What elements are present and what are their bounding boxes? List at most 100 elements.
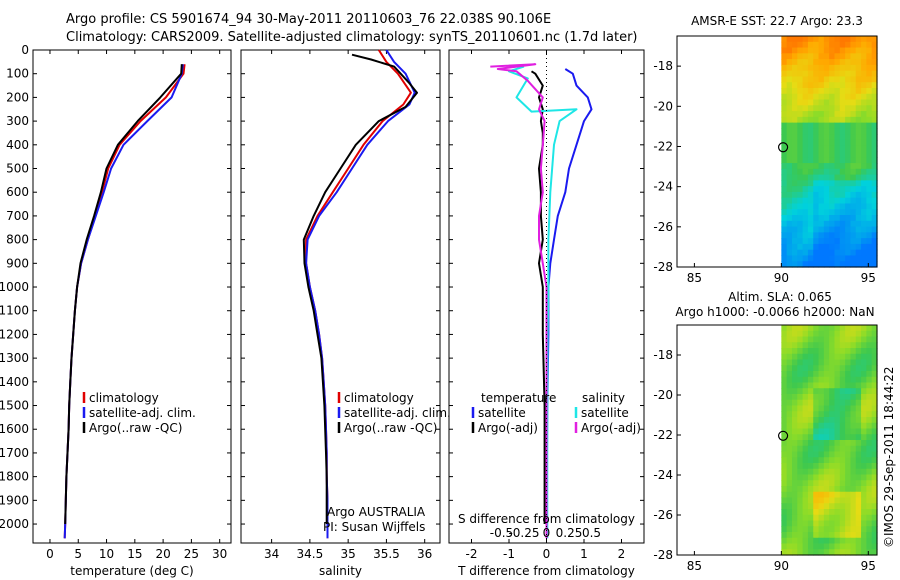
sla_map-xtick-label: 90 — [774, 559, 789, 573]
sla_map-cell — [845, 463, 852, 470]
sst_map-cell — [781, 76, 788, 83]
sst_map-cell — [871, 53, 878, 60]
sst_map-cell — [802, 163, 809, 170]
sla_map-cell — [871, 514, 878, 522]
sst_map-cell — [850, 232, 857, 239]
sla_map-cell — [866, 330, 873, 338]
sla_map-cell — [834, 486, 841, 493]
sst_map-cell — [861, 215, 867, 222]
sla_map-cell — [813, 537, 820, 545]
sst_map-cell — [855, 139, 862, 147]
sst_map-cell — [813, 93, 820, 101]
sla_map-cell — [786, 497, 793, 504]
sla_map-cell — [807, 376, 814, 384]
sla_map-cell — [781, 399, 788, 407]
sst_map-cell — [807, 99, 814, 106]
sst_map-cell — [823, 145, 830, 153]
sla_map-cell — [781, 405, 788, 412]
sst_map-cell — [813, 47, 820, 54]
sla_map-cell — [839, 365, 846, 372]
sla_map-cell — [797, 376, 804, 384]
sst_map-cell — [813, 116, 820, 124]
sla_map-cell — [823, 359, 830, 366]
sst_map-cell — [797, 41, 804, 49]
sla_map-cell — [786, 399, 793, 407]
sst_map-cell — [871, 36, 878, 43]
sla_map-cell — [834, 336, 841, 343]
sst_map-cell — [797, 145, 804, 153]
sla_map-cell — [866, 526, 873, 533]
sla_map-cell — [834, 411, 841, 418]
sla_map-cell — [807, 491, 814, 499]
sst_map-cell — [781, 47, 788, 54]
sla_map-cell — [818, 486, 825, 493]
sst_map-cell — [823, 174, 830, 181]
sst_map-cell — [834, 255, 841, 262]
sst_map-cell — [818, 151, 825, 158]
sla_map-cell — [823, 371, 830, 378]
sla_map-cell — [802, 388, 809, 395]
sst_map-cell — [845, 64, 852, 72]
sla_map-cell — [781, 509, 788, 516]
sla_map-cell — [850, 394, 857, 401]
sst_map-cell — [807, 76, 814, 83]
sst_map-cell — [829, 191, 836, 199]
sla_map-cell — [855, 520, 862, 527]
sla_map-cell — [791, 342, 798, 349]
sla_map-cell — [818, 353, 825, 361]
sla_map-cell — [823, 330, 830, 338]
sst_map-cell — [839, 87, 846, 95]
sst_map-cell — [850, 157, 857, 164]
sst_map-cell — [839, 226, 846, 233]
sla_map-cell — [791, 422, 798, 430]
sst_map-cell — [855, 215, 862, 222]
sla_map-cell — [818, 463, 825, 470]
sst_map-cell — [839, 249, 846, 257]
sla_map-cell — [866, 445, 873, 453]
sla_map-cell — [781, 330, 788, 338]
sst_map-cell — [866, 64, 873, 72]
sst_map-cell — [834, 174, 841, 181]
sla_map-cell — [823, 514, 830, 522]
sst_map-cell — [813, 36, 820, 43]
sst_map-cell — [845, 47, 852, 54]
sst_map-cell — [839, 59, 846, 66]
sst_map-cell — [871, 203, 878, 210]
sla_map-cell — [818, 399, 825, 407]
sst_map-cell — [839, 255, 846, 262]
sst_map-cell — [845, 116, 852, 124]
sst_map-cell — [845, 139, 852, 147]
sst_map-cell — [797, 59, 804, 66]
sla_map-cell — [866, 537, 873, 545]
temperature-ytick-label: 700 — [6, 209, 29, 223]
sst_map-cell — [850, 59, 857, 66]
sst_map-cell — [807, 243, 814, 251]
sst_map-cell — [797, 128, 804, 135]
sla_map-cell — [861, 520, 867, 527]
sla_map-cell — [807, 468, 814, 476]
sst_map-cell — [871, 243, 878, 251]
sla_map-cell — [823, 336, 830, 343]
sla_map-cell — [845, 543, 852, 550]
sst_map-cell — [818, 59, 825, 66]
sla_map-cell — [845, 503, 852, 510]
sst_map-cell — [797, 76, 804, 83]
sla_map-cell — [786, 348, 793, 355]
temperature-ytick-label: 1200 — [0, 327, 29, 341]
sla_map-cell — [829, 428, 836, 435]
sst_map-cell — [791, 105, 798, 112]
sla_map-cell — [850, 474, 857, 481]
sst_map-cell — [802, 174, 809, 181]
sst_map-cell — [829, 82, 836, 89]
temperature-ytick-label: 2000 — [0, 517, 29, 531]
sst_map-cell — [861, 203, 867, 210]
sst_map-cell — [791, 157, 798, 164]
sst_map-cell — [871, 134, 878, 141]
sst_map-cell — [797, 70, 804, 78]
sla_map-cell — [781, 503, 788, 510]
sla_map-cell — [834, 330, 841, 338]
sst_map-cell — [855, 163, 862, 170]
sla_map-cell — [861, 365, 867, 372]
sla_map-ytick-label: -22 — [653, 428, 673, 442]
sst_map-cell — [850, 220, 857, 228]
